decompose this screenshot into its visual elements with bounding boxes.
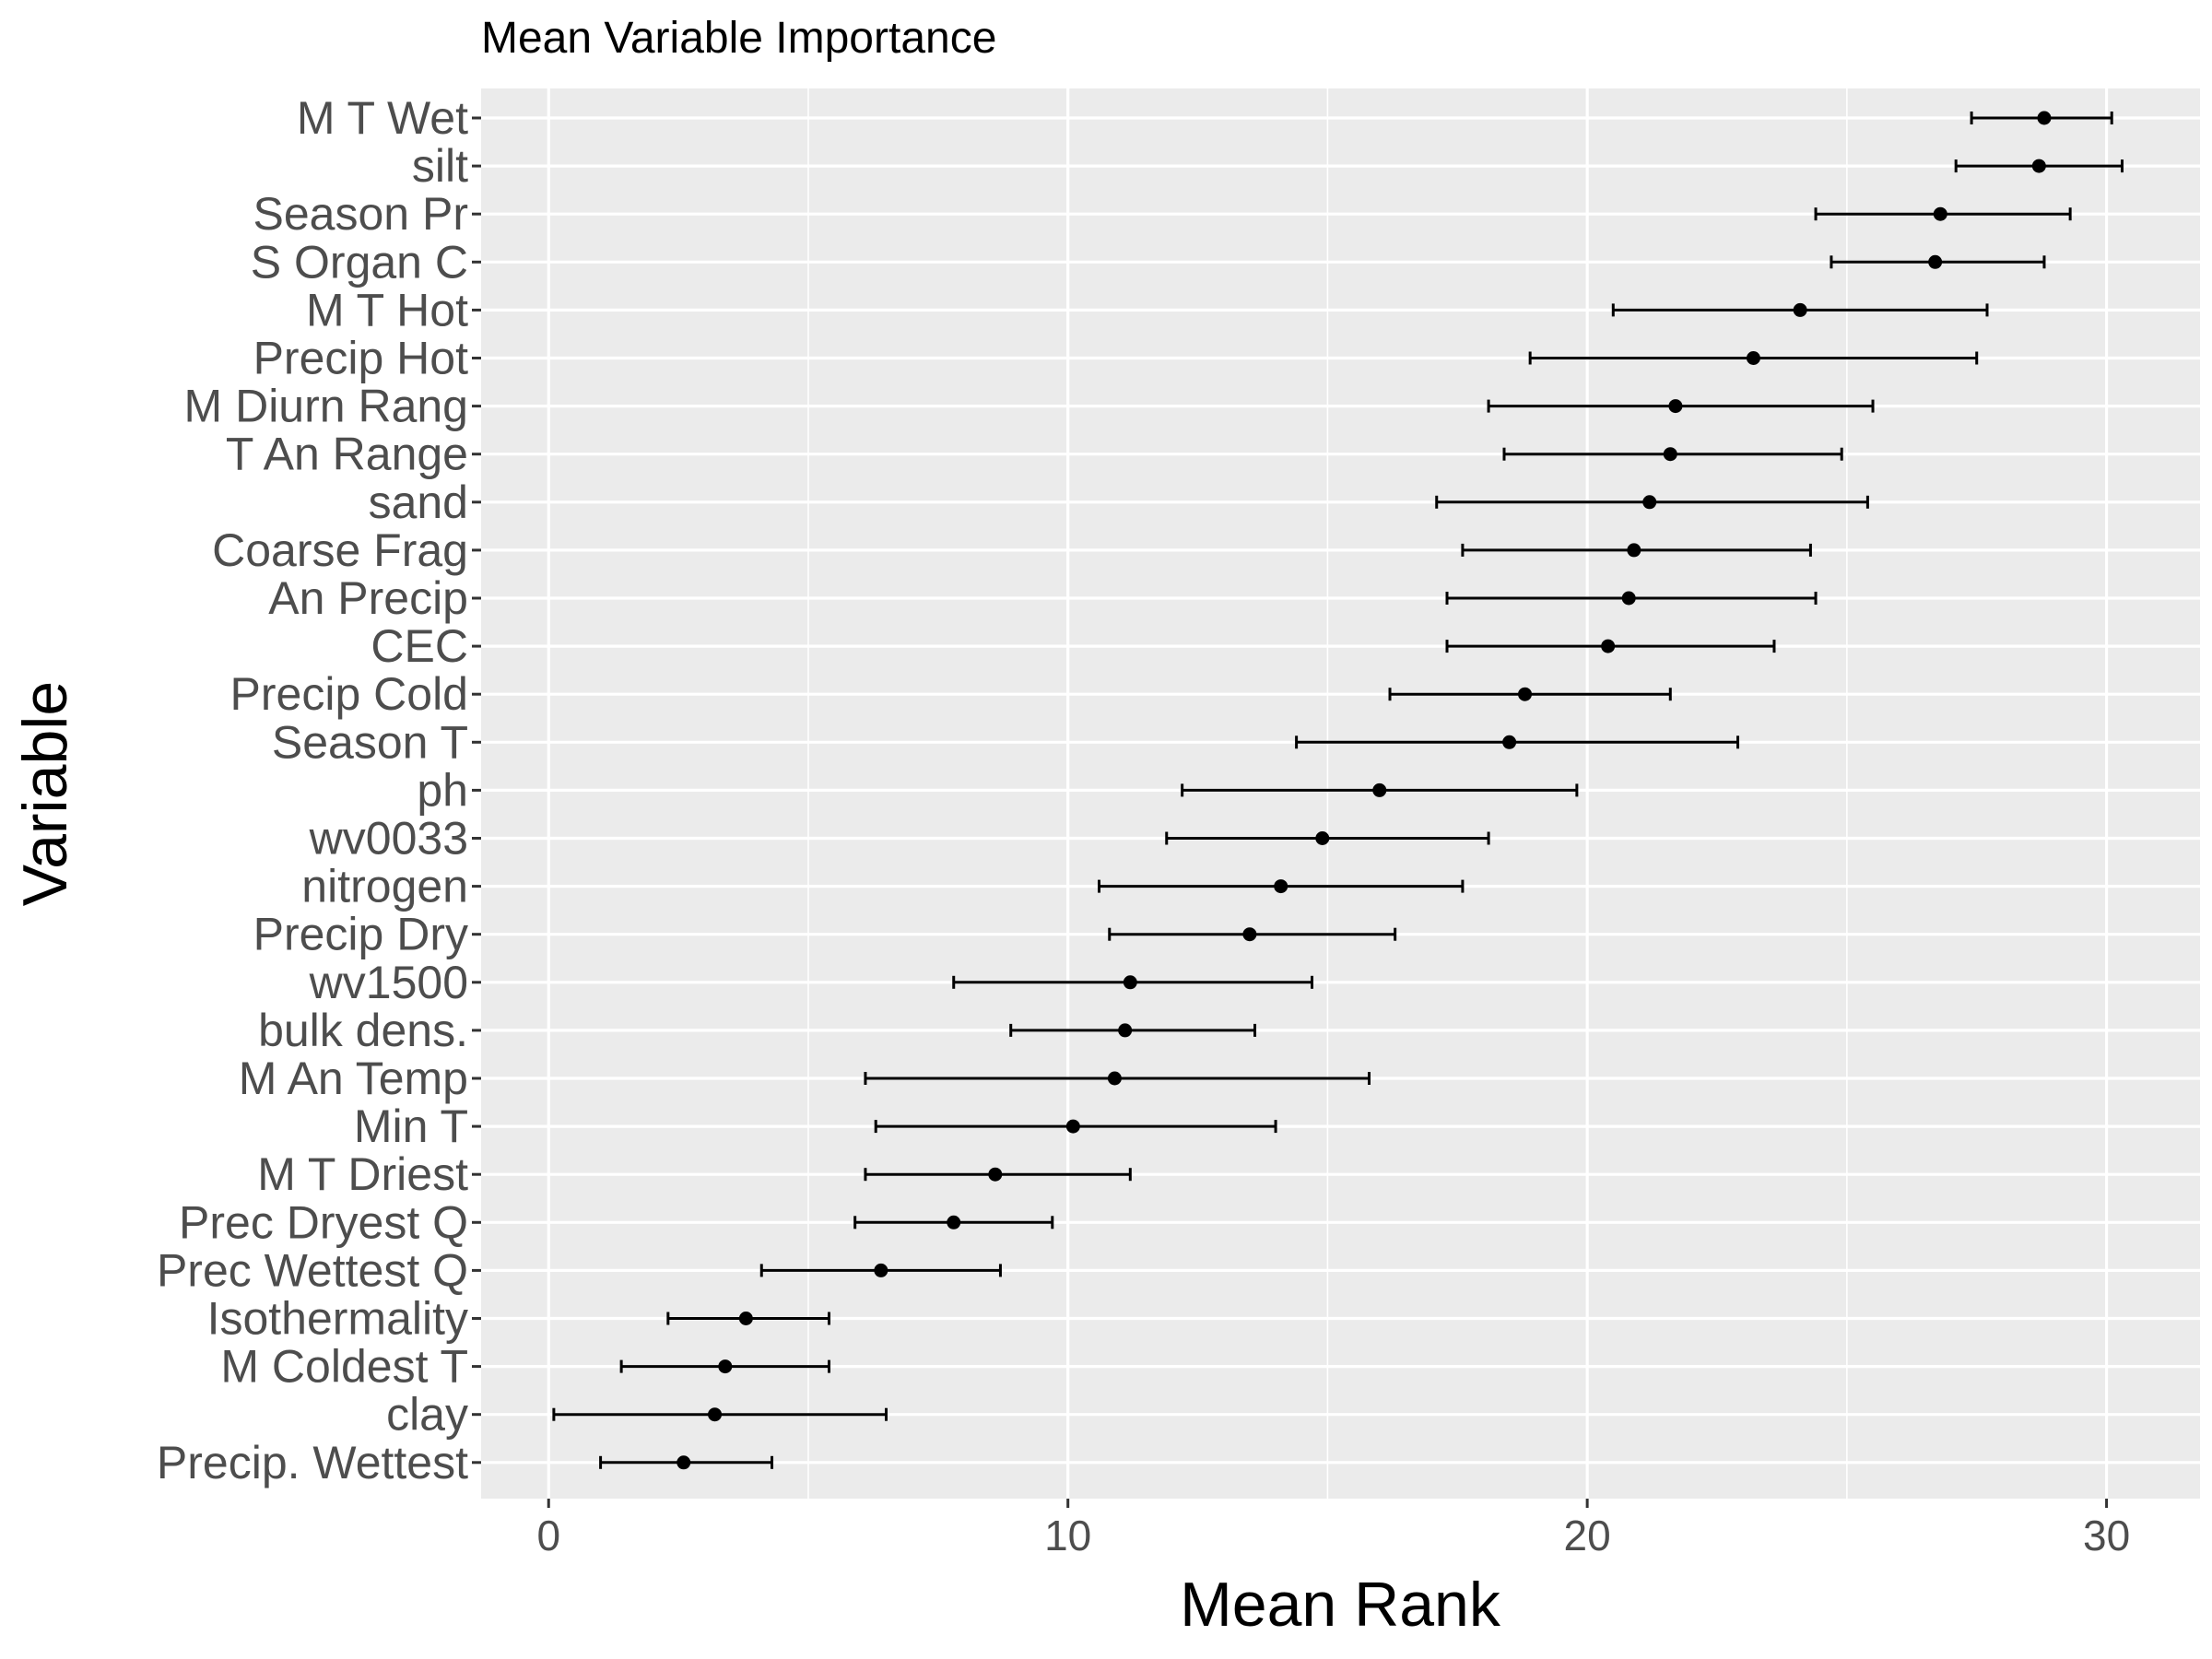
y-tick-label: nitrogen bbox=[301, 861, 468, 912]
y-tick-label: M An Temp bbox=[239, 1053, 468, 1104]
data-points bbox=[677, 111, 2052, 1470]
y-tick-label: ph bbox=[417, 764, 468, 816]
data-point bbox=[1663, 447, 1677, 462]
y-tick-label: Season Pr bbox=[253, 188, 468, 240]
y-tick-label: M T Hot bbox=[306, 284, 468, 335]
data-point bbox=[1933, 206, 1947, 221]
y-tick-label: Prec Wettest Q bbox=[157, 1244, 468, 1296]
data-point bbox=[988, 1167, 1003, 1182]
x-tick-label: 30 bbox=[2083, 1512, 2130, 1559]
x-tick-label: 20 bbox=[1564, 1512, 1611, 1559]
data-point bbox=[718, 1359, 733, 1374]
data-point bbox=[1642, 495, 1657, 510]
y-tick-label: CEC bbox=[371, 620, 468, 672]
y-tick-label: bulk dens. bbox=[258, 1005, 468, 1056]
x-axis-title: Mean Rank bbox=[1180, 1570, 1501, 1640]
data-point bbox=[2037, 111, 2052, 125]
y-tick-label: Prec Dryest Q bbox=[179, 1196, 468, 1248]
data-point bbox=[1118, 1023, 1133, 1038]
data-point bbox=[1601, 639, 1616, 653]
y-tick-label: clay bbox=[386, 1389, 468, 1441]
data-point bbox=[1518, 687, 1533, 701]
plot-panel bbox=[481, 88, 2200, 1499]
y-axis-title: Variable bbox=[10, 681, 80, 906]
y-tick-label: wv0033 bbox=[309, 813, 468, 865]
data-point bbox=[947, 1215, 961, 1230]
y-tick-label: Season T bbox=[272, 716, 468, 768]
y-tick-label: wv1500 bbox=[309, 957, 468, 1008]
y-tick-label: silt bbox=[412, 140, 468, 192]
data-point bbox=[1242, 927, 1257, 942]
y-tick-label: Min T bbox=[354, 1100, 468, 1152]
data-point bbox=[738, 1312, 753, 1325]
data-point bbox=[1928, 254, 1943, 269]
y-tick-label: S Organ C bbox=[251, 236, 468, 288]
data-point bbox=[1746, 351, 1760, 365]
y-tick-label: Precip Cold bbox=[230, 668, 468, 720]
x-tick-label: 10 bbox=[1044, 1512, 1091, 1559]
y-tick-label: M T Wet bbox=[297, 92, 468, 144]
y-tick-label: Precip Hot bbox=[253, 333, 469, 384]
y-tick-label: An Precip bbox=[268, 572, 468, 624]
data-point bbox=[1668, 399, 1683, 414]
x-axis: 0 10 20 30 bbox=[536, 1499, 2130, 1559]
y-tick-label: Precip Dry bbox=[253, 909, 468, 960]
data-point bbox=[1123, 975, 1137, 990]
data-point bbox=[708, 1407, 723, 1422]
y-tick-label: T An Range bbox=[226, 429, 468, 480]
chart-title: Mean Variable Importance bbox=[481, 14, 996, 63]
data-point bbox=[677, 1455, 691, 1470]
x-tick-label: 0 bbox=[536, 1512, 560, 1559]
data-point bbox=[1065, 1119, 1080, 1134]
y-tick-label: M Coldest T bbox=[220, 1341, 468, 1393]
data-point bbox=[874, 1263, 888, 1277]
data-point bbox=[1793, 302, 1807, 317]
data-point bbox=[1502, 735, 1517, 749]
y-tick-label: Precip. Wettest bbox=[157, 1437, 468, 1488]
y-tick-label: M T Driest bbox=[257, 1148, 468, 1200]
data-point bbox=[2031, 159, 2046, 173]
data-point bbox=[1627, 543, 1641, 558]
data-point bbox=[1621, 591, 1636, 606]
y-tick-label: sand bbox=[369, 477, 468, 528]
y-tick-label: Isothermality bbox=[207, 1293, 468, 1345]
data-point bbox=[1274, 879, 1288, 894]
y-tick-label: Coarse Frag bbox=[212, 524, 468, 576]
data-point bbox=[1372, 782, 1387, 797]
data-point bbox=[1107, 1071, 1122, 1086]
data-point bbox=[1315, 831, 1330, 845]
y-tick-label: M Diurn Rang bbox=[184, 381, 468, 432]
